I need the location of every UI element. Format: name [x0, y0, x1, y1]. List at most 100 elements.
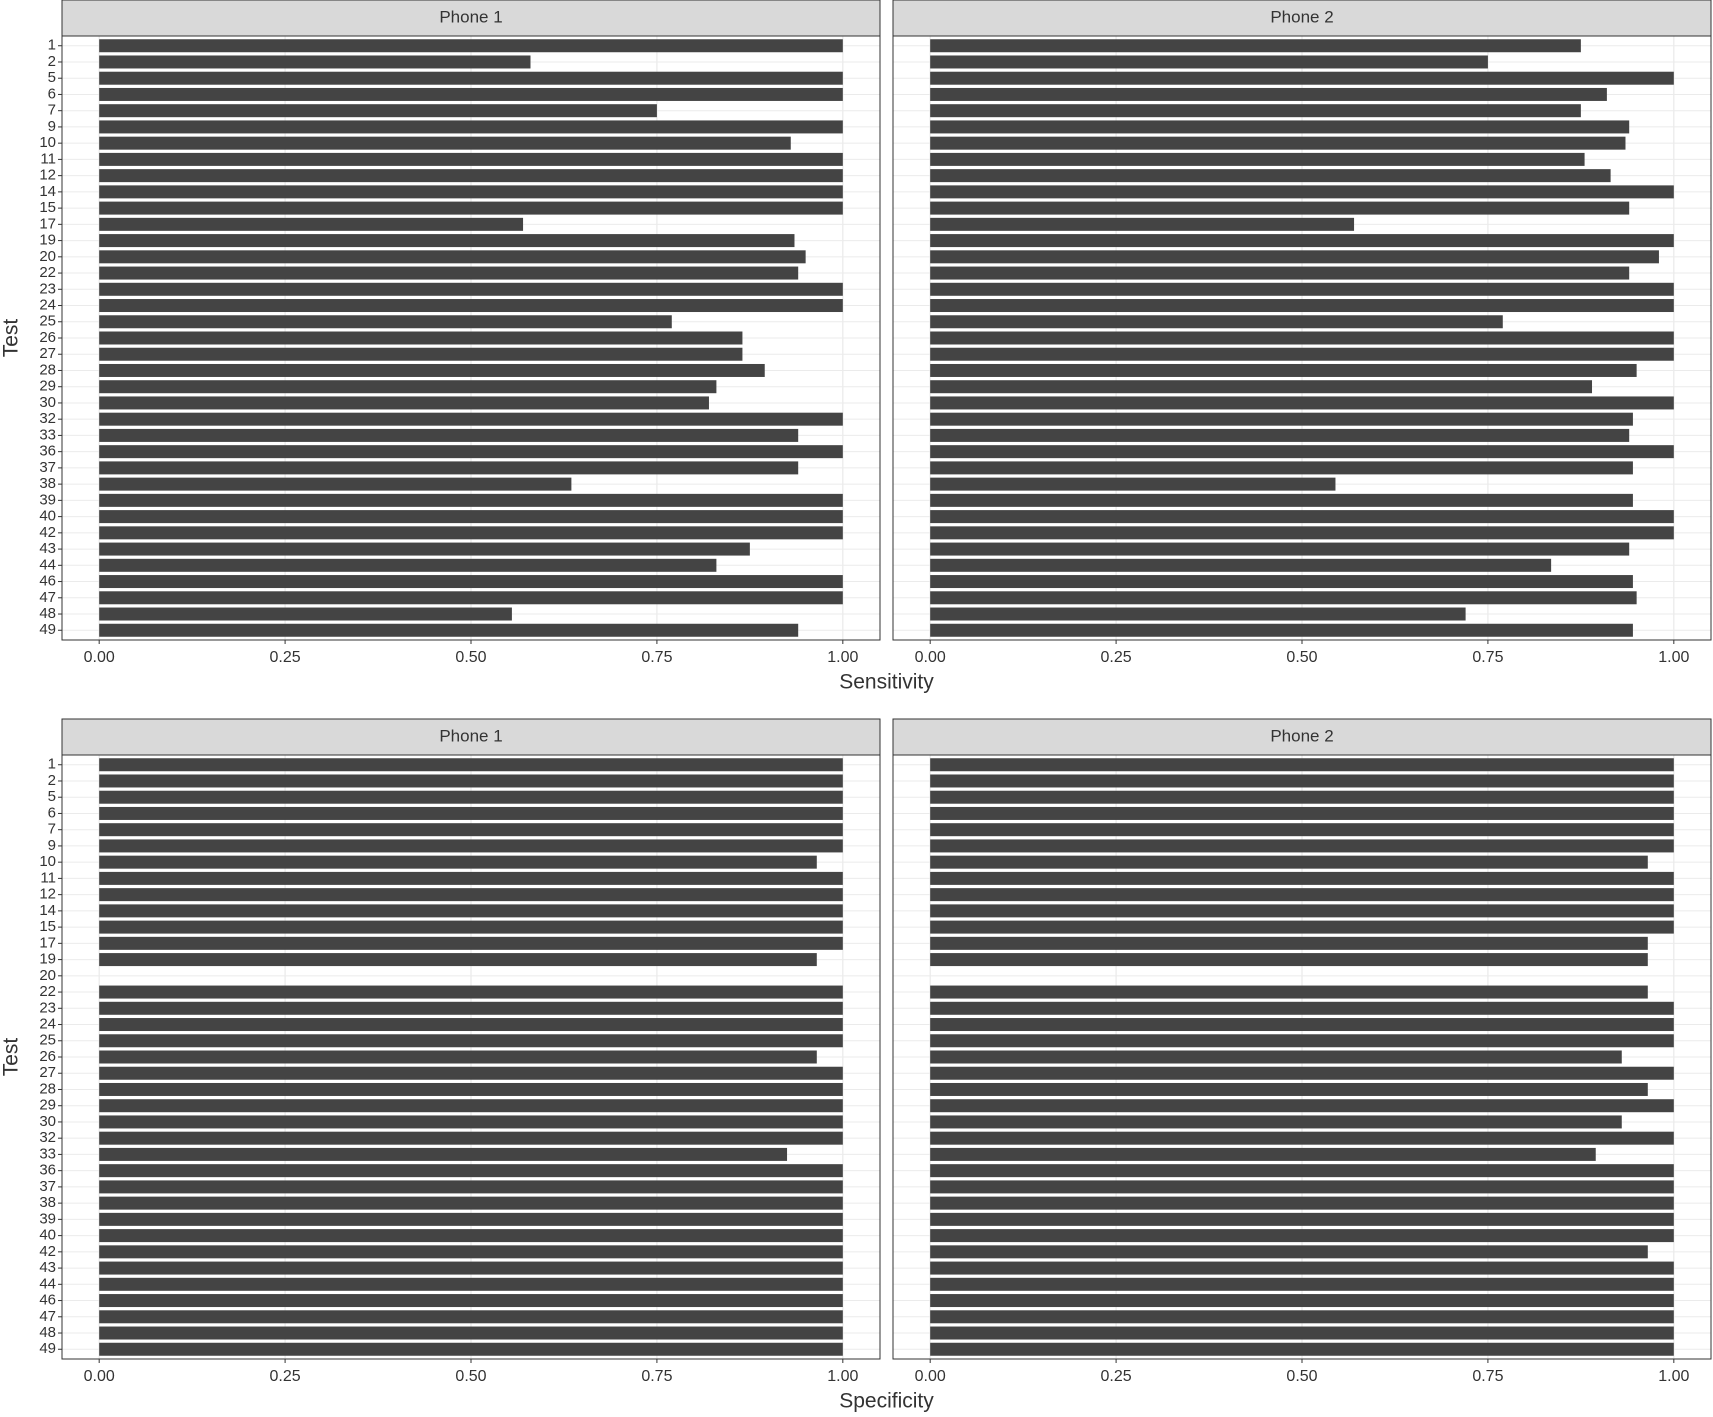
bar: [99, 1082, 843, 1096]
bar: [930, 1342, 1674, 1356]
bar: [930, 953, 1648, 967]
y-tick-label: 48: [39, 605, 56, 622]
y-tick-label: 23: [39, 999, 56, 1016]
bar: [99, 1018, 843, 1032]
bar: [99, 396, 709, 410]
bar: [99, 477, 572, 491]
y-tick-label: 44: [39, 556, 56, 573]
strip: [61, 0, 881, 37]
bar: [99, 575, 843, 589]
y-tick-label: 30: [39, 1113, 56, 1130]
strip-label: Phone 2: [1270, 7, 1333, 26]
bar: [930, 1277, 1674, 1291]
bar: [99, 510, 843, 524]
bar: [930, 623, 1633, 637]
bar: [99, 87, 843, 101]
y-tick-label: 9: [48, 837, 56, 854]
y-tick-label: 15: [39, 199, 56, 216]
bar: [930, 412, 1633, 426]
bar: [930, 363, 1637, 377]
bar: [99, 823, 843, 837]
y-tick-label: 37: [39, 459, 56, 476]
bar: [99, 1115, 843, 1129]
bar: [99, 71, 843, 85]
x-tick-label: 0.25: [270, 649, 301, 666]
y-tick-label: 10: [39, 853, 56, 870]
bar: [99, 1001, 843, 1015]
y-tick-label: 1: [48, 37, 56, 54]
x-tick-label: 0.75: [641, 1368, 672, 1385]
y-tick-label: 24: [39, 296, 56, 313]
x-tick-label: 0.00: [915, 649, 946, 666]
y-tick-label: 17: [39, 934, 56, 951]
bar: [930, 1164, 1674, 1178]
bar: [930, 790, 1674, 804]
y-axis-title: Test: [0, 1038, 23, 1077]
y-tick-label: 29: [39, 378, 56, 395]
bar: [930, 839, 1674, 853]
y-tick-label: 37: [39, 1178, 56, 1195]
bar: [930, 1099, 1674, 1113]
bar: [99, 1294, 843, 1308]
x-tick-label: 0.50: [1286, 649, 1317, 666]
bar: [99, 282, 843, 296]
x-tick-label: 1.00: [1658, 649, 1689, 666]
bar: [99, 120, 843, 134]
y-tick-label: 38: [39, 475, 56, 492]
bar: [99, 920, 843, 934]
x-tick-label: 0.00: [84, 649, 115, 666]
x-tick-label: 0.75: [1472, 649, 1503, 666]
bar: [99, 1277, 843, 1291]
bar: [930, 920, 1674, 934]
bar: [930, 152, 1585, 166]
bar: [99, 1212, 843, 1226]
bar: [930, 217, 1355, 231]
bar: [99, 591, 843, 605]
bar: [930, 299, 1674, 313]
bar: [99, 985, 843, 999]
strip: [892, 0, 1712, 37]
bar: [930, 1326, 1674, 1340]
bar: [930, 1294, 1674, 1308]
bar: [99, 806, 843, 820]
bar: [99, 331, 743, 345]
y-tick-label: 30: [39, 394, 56, 411]
bar: [99, 234, 795, 248]
bar: [930, 201, 1630, 215]
bar: [99, 493, 843, 507]
bar: [930, 347, 1674, 361]
y-tick-label: 43: [39, 1259, 56, 1276]
bar: [930, 71, 1674, 85]
bar: [99, 1099, 843, 1113]
y-tick-label: 44: [39, 1275, 56, 1292]
bar: [930, 510, 1674, 524]
y-tick-label: 23: [39, 280, 56, 297]
bar: [99, 790, 843, 804]
strip-label: Phone 1: [439, 726, 502, 745]
bar: [99, 347, 743, 361]
bar: [99, 871, 843, 885]
bar: [99, 1229, 843, 1243]
x-tick-label: 1.00: [827, 649, 858, 666]
x-tick-label: 0.25: [270, 1368, 301, 1385]
y-tick-label: 5: [48, 69, 56, 86]
bar: [930, 1018, 1674, 1032]
x-axis-title: Sensitivity: [839, 671, 934, 694]
y-tick-label: 32: [39, 410, 56, 427]
bar: [99, 526, 843, 540]
y-tick-label: 49: [39, 1340, 56, 1357]
strip: [61, 718, 881, 756]
bar: [99, 1050, 817, 1064]
y-tick-label: 20: [39, 248, 56, 265]
bar: [930, 445, 1674, 459]
x-tick-label: 0.75: [641, 649, 672, 666]
x-tick-label: 0.50: [1286, 1368, 1317, 1385]
bar: [930, 39, 1581, 53]
x-tick-label: 0.75: [1472, 1368, 1503, 1385]
bar: [99, 1326, 843, 1340]
bar: [930, 1229, 1674, 1243]
bar: [99, 1180, 843, 1194]
bar: [99, 39, 843, 53]
